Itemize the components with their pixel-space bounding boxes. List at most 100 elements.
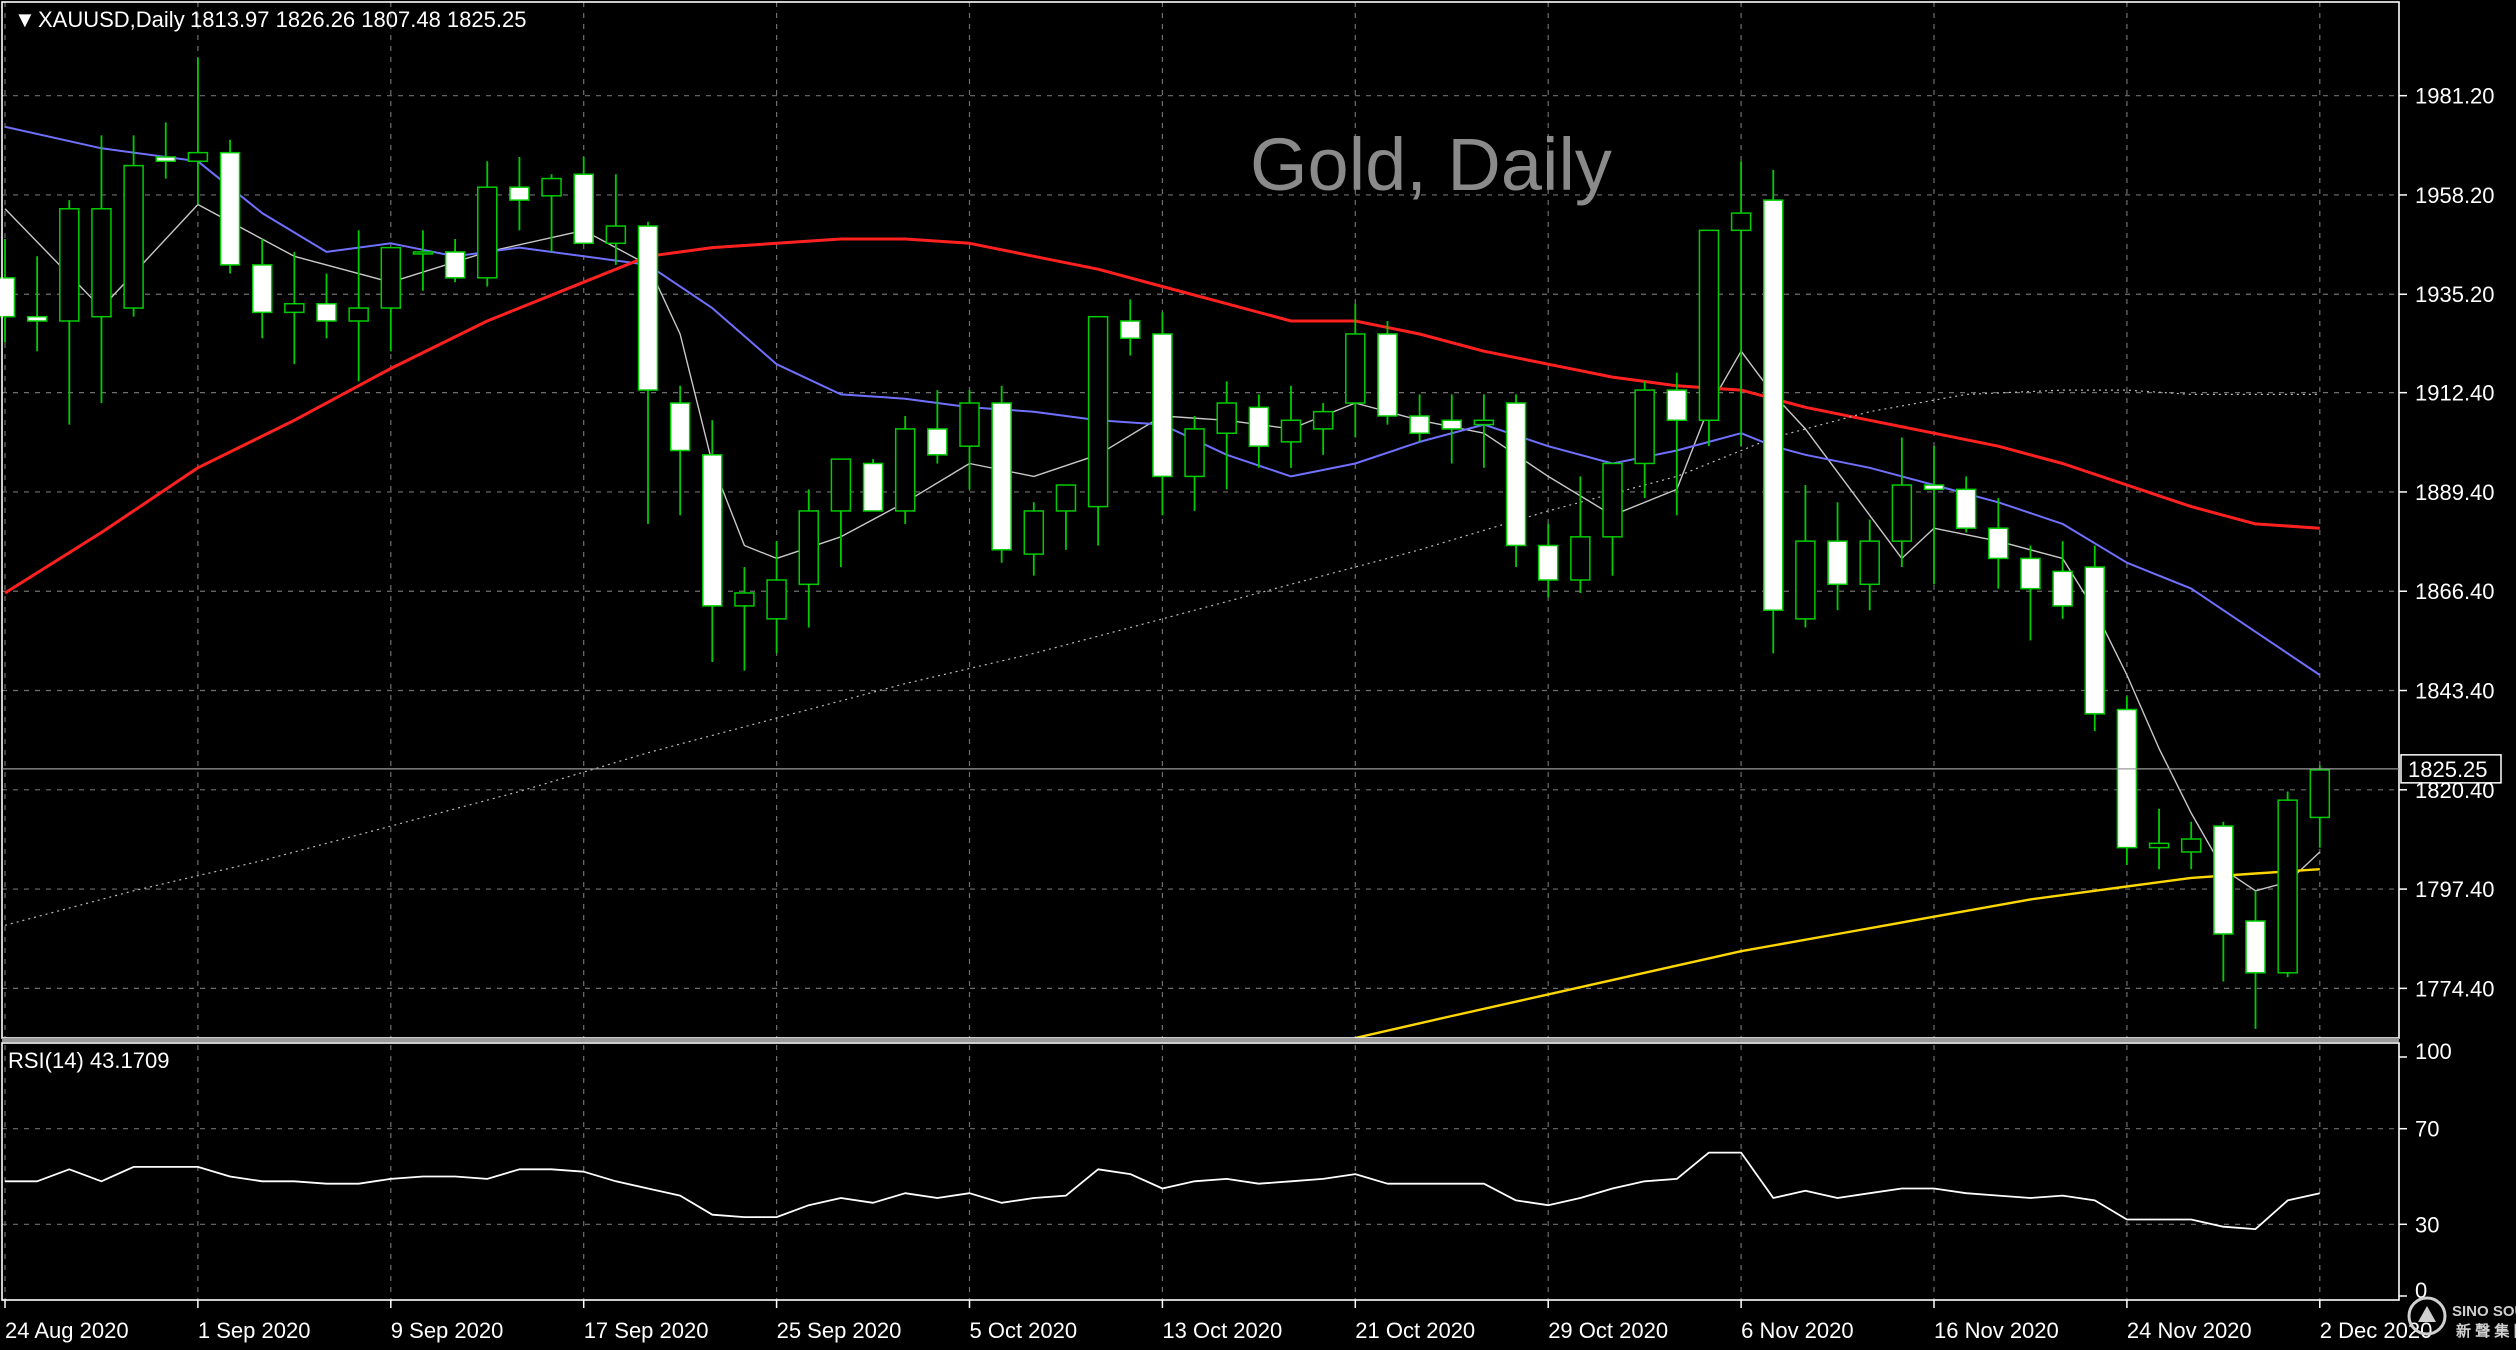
candle-body [1955,488,1977,529]
bear-candle [219,139,241,274]
bear-candle [2213,821,2234,982]
candle-body [1216,402,1237,434]
bull-candle [959,390,980,490]
bear-candle [1955,476,1977,533]
bull-candle [830,458,852,568]
bull-candle [123,135,144,317]
bull-candle [1570,476,1591,593]
logo-subtitle: 新 聲 集 團 [2456,1322,2516,1340]
date-tick-label: 21 Oct 2020 [1355,1318,1475,1343]
candle-body [1152,333,1173,478]
candle-body [59,208,80,322]
rsi-tick-label: 30 [2415,1212,2439,1237]
bear-candle [1827,502,1848,611]
date-tick-label: 24 Nov 2020 [2127,1318,2252,1343]
candle-body [1184,428,1205,478]
bull-candle [1280,385,1302,468]
candle-body [1055,484,1077,512]
candle-body [187,151,209,163]
candle-body [509,186,530,201]
menu-triangle-icon[interactable]: ▼ [14,7,36,32]
rsi-tick-label: 100 [2415,1039,2452,1064]
candle-body [1441,419,1462,430]
candle-body [1602,462,1623,538]
candle-body [251,264,273,314]
candle-body [0,277,16,318]
candle-body [862,462,884,512]
candle-body [1087,315,1109,508]
candle-body [2148,842,2170,849]
bull-candle [2277,791,2298,978]
candle-body [2052,570,2073,607]
candle-body [1023,510,1045,555]
candle-body [605,225,627,245]
bull-candle [541,174,562,252]
candle-body [1666,389,1688,422]
bear-candle [155,122,176,179]
bear-candle [1505,394,1527,568]
price-tick-label: 1935.20 [2415,282,2495,307]
rsi-pane-frame [1,1042,2400,1301]
grid [2,2,2399,1300]
bull-candle [1473,394,1495,468]
bear-candle [1988,497,2009,589]
candle-body [2213,825,2234,935]
candle-body [1763,199,1784,611]
bull-candle [380,246,402,352]
bull-candle [412,230,434,291]
bear-candle [1120,299,1141,356]
rsi-indicator [5,1151,2320,1230]
bull-candle [1087,315,1109,546]
bear-candle [637,221,659,524]
bear-candle [0,238,16,343]
bear-candle [1441,394,1462,464]
price-tick-label: 1843.40 [2415,679,2495,704]
bull-candle [798,489,819,628]
bear-candle [251,238,273,339]
price-tick-label: 1866.40 [2415,579,2495,604]
bull-candle [2148,808,2170,870]
candle-body [412,251,434,255]
bear-candle [573,156,594,245]
bear-candle [509,156,530,231]
price-tick-label: 1774.40 [2415,976,2495,1001]
candlesticks [0,57,2331,1029]
candle-body [991,402,1012,551]
date-tick-label: 17 Sep 2020 [584,1318,709,1343]
rsi-tick-label: 70 [2415,1117,2439,1142]
candle-body [573,173,594,245]
bear-candle [1248,394,1270,468]
candle-body [1409,415,1430,434]
candle-body [2277,799,2298,974]
candle-body [1570,536,1591,581]
date-tick-label: 2 Dec 2020 [2320,1318,2433,1343]
bear-candle [2116,696,2138,865]
bear-candle [1537,523,1559,598]
candle-body [1345,333,1366,404]
candle-body [1634,389,1655,465]
candle-body [477,186,498,279]
axis-labels: 1981.20 1958.20 1935.20 1912.40 1889.40 1866.… [4,84,2495,1343]
candle-body [894,428,916,512]
candle-body [1473,419,1495,426]
bull-candle [1055,484,1077,550]
date-tick-label: 24 Aug 2020 [5,1318,129,1343]
candle-body [219,151,241,266]
date-tick-label: 5 Oct 2020 [970,1318,1078,1343]
bull-candle [1795,485,1816,628]
candle-body [2245,920,2266,974]
bull-candle [1345,303,1366,438]
candle-body [798,510,819,586]
candle-body [91,208,112,318]
candle-body [1891,484,1913,542]
bear-candle [1666,372,1688,516]
bear-candle [2245,890,2266,1029]
bull-candle [1216,381,1237,490]
candle-body [1698,229,1720,422]
price-tick-label: 1889.40 [2415,480,2495,505]
candle-body [669,402,691,452]
candle-body [2180,838,2202,853]
bear-candle [991,385,1012,563]
bear-candle [316,273,337,339]
